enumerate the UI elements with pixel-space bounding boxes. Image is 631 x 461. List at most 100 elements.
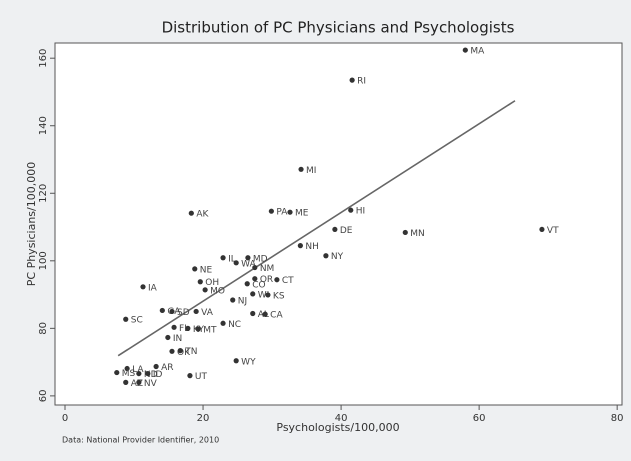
point xyxy=(185,325,191,331)
point xyxy=(124,365,130,372)
point xyxy=(233,358,239,364)
point-label: WI xyxy=(258,290,270,300)
point-label: MD xyxy=(253,254,268,264)
point xyxy=(233,260,239,266)
point xyxy=(262,311,268,317)
plot-area xyxy=(54,42,623,406)
point xyxy=(287,209,293,215)
point xyxy=(136,379,142,385)
point-label: NH xyxy=(305,242,319,252)
point xyxy=(244,281,250,287)
point xyxy=(140,284,146,290)
point-label: UT xyxy=(195,372,208,382)
point xyxy=(123,316,129,322)
point-label: IN xyxy=(173,334,182,344)
point xyxy=(252,276,258,282)
point xyxy=(230,297,236,303)
point-label: PA xyxy=(276,208,288,218)
y-tick-label: 100 xyxy=(38,251,49,270)
point-label: MN xyxy=(410,229,425,239)
x-tick-label: 40 xyxy=(335,413,348,424)
point xyxy=(332,226,338,233)
y-tick-label: 60 xyxy=(38,390,49,403)
point-label: MS xyxy=(122,369,136,379)
point xyxy=(114,369,120,376)
point-label: RI xyxy=(357,77,366,87)
point-label: MA xyxy=(470,47,485,57)
point xyxy=(349,77,355,83)
point-label: CT xyxy=(282,276,294,286)
point xyxy=(169,308,175,315)
point-label: SD xyxy=(177,308,190,318)
point-label: NC xyxy=(228,320,241,330)
point-label: TN xyxy=(184,347,197,357)
point-label: IL xyxy=(228,254,236,264)
point-label: AR xyxy=(161,363,173,373)
point-label: MT xyxy=(203,326,217,336)
x-tick-label: 80 xyxy=(611,413,624,424)
point xyxy=(250,310,256,317)
fit-line xyxy=(117,100,516,357)
point-label: SC xyxy=(131,316,143,326)
point-label: NE xyxy=(200,265,213,275)
x-tick-label: 60 xyxy=(473,413,486,424)
point xyxy=(202,287,208,293)
point xyxy=(402,229,408,236)
point xyxy=(323,253,329,259)
x-axis-title: Psychologists/100,000 xyxy=(276,421,399,434)
chart-title: Distribution of PC Physicians and Psycho… xyxy=(162,19,515,37)
y-tick-label: 140 xyxy=(38,116,49,135)
point-label: ND xyxy=(144,370,158,380)
point xyxy=(197,279,203,285)
point-label: CO xyxy=(252,280,265,290)
point-label: NY xyxy=(331,252,344,262)
point xyxy=(187,373,193,379)
point xyxy=(220,320,226,326)
point xyxy=(165,334,171,341)
point xyxy=(348,207,354,213)
point xyxy=(153,363,159,370)
point-label: VT xyxy=(547,226,559,236)
point xyxy=(188,210,194,216)
point xyxy=(145,370,151,377)
point xyxy=(245,255,251,261)
point-label: NJ xyxy=(238,296,247,306)
point xyxy=(250,291,256,297)
point-label: IA xyxy=(148,283,158,293)
point xyxy=(192,266,198,272)
point xyxy=(159,307,165,314)
point-label: CA xyxy=(270,311,283,321)
point-label: OK xyxy=(177,348,191,358)
point xyxy=(265,292,271,298)
point-label: HI xyxy=(356,207,365,217)
point xyxy=(123,379,129,385)
y-axis-title: PC Physicians/100,000 xyxy=(25,162,38,286)
point xyxy=(193,308,199,315)
point-label: MI xyxy=(306,166,316,176)
point xyxy=(298,166,304,172)
source-note: Data: National Provider Identifier, 2010 xyxy=(62,436,219,445)
point xyxy=(268,208,274,214)
point-label: KS xyxy=(273,291,285,301)
y-tick-label: 160 xyxy=(38,49,49,68)
point-label: LA xyxy=(132,365,144,375)
y-tick-label: 80 xyxy=(38,322,49,335)
point xyxy=(274,277,280,283)
point-label: DE xyxy=(340,226,353,236)
point-label: AK xyxy=(196,210,209,220)
point-label: VA xyxy=(201,308,214,318)
point-label: OH xyxy=(205,278,219,288)
point xyxy=(195,326,201,332)
point xyxy=(136,370,142,377)
point xyxy=(252,264,258,271)
point-label: WA xyxy=(241,259,256,269)
point xyxy=(220,255,226,261)
y-tick-label: 120 xyxy=(38,184,49,203)
point xyxy=(462,47,468,53)
point xyxy=(177,348,183,354)
point-label: MO xyxy=(210,286,225,296)
point xyxy=(171,324,177,330)
point xyxy=(169,348,175,354)
point-label: ID xyxy=(153,370,163,380)
